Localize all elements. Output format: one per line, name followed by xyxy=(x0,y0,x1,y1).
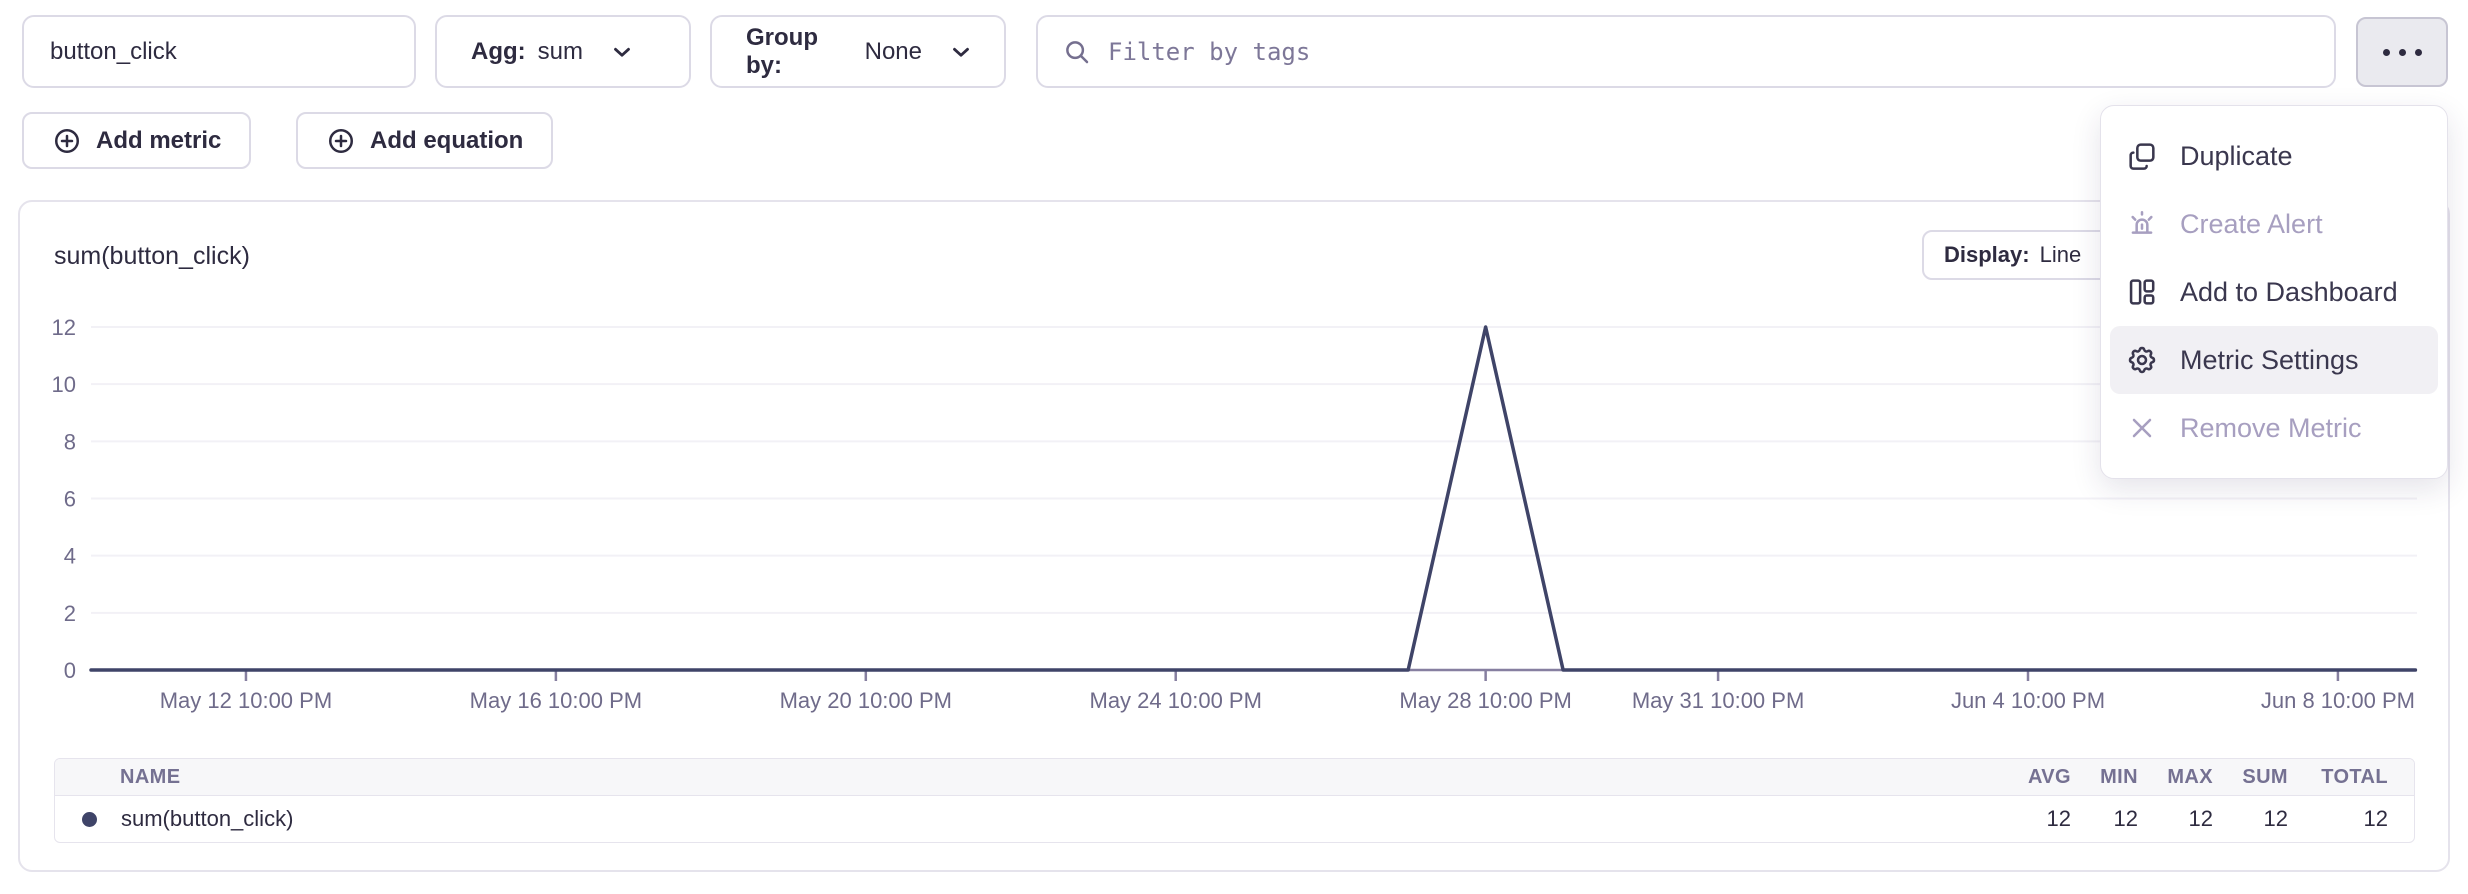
menu-item-metric-settings[interactable]: Metric Settings xyxy=(2110,326,2438,394)
y-tick-label: 12 xyxy=(52,315,76,340)
dashboard-icon xyxy=(2129,279,2155,305)
tag-filter-field xyxy=(1036,15,2336,88)
metric-chart: 0 2 4 6 8 10 12 May 12 10:00 PM May 16 10:00 PM M… xyxy=(52,315,2418,713)
gear-icon xyxy=(2128,346,2156,374)
summary-table-header: NAME AVG MIN MAX SUM TOTAL xyxy=(55,759,2414,796)
menu-item-label: Duplicate xyxy=(2180,140,2293,171)
chevron-down-icon xyxy=(948,39,974,65)
add-metric-button[interactable]: Add metric xyxy=(22,112,252,169)
col-avg: AVG xyxy=(2027,765,2071,788)
sum-value: 12 xyxy=(2263,806,2288,831)
x-tick-label: May 12 10:00 PM xyxy=(160,688,332,713)
menu-item-create-alert: Create Alert xyxy=(2110,190,2438,258)
aggregation-dropdown[interactable]: Agg: sum xyxy=(435,15,691,88)
x-tick-label: May 16 10:00 PM xyxy=(470,688,642,713)
max-value: 12 xyxy=(2188,806,2213,831)
x-icon xyxy=(2132,418,2152,438)
col-min: MIN xyxy=(2100,765,2138,788)
menu-item-add-to-dashboard[interactable]: Add to Dashboard xyxy=(2110,258,2438,326)
aggregation-value: sum xyxy=(537,37,583,65)
add-metric-label: Add metric xyxy=(96,126,222,154)
groupby-dropdown[interactable]: Group by: None xyxy=(710,15,1006,88)
add-equation-label: Add equation xyxy=(370,126,524,154)
menu-item-remove-metric: Remove Metric xyxy=(2110,394,2438,462)
summary-table: NAME AVG MIN MAX SUM TOTAL sum(button_cl… xyxy=(54,758,2415,843)
duplicate-icon xyxy=(2129,143,2155,170)
alert-icon xyxy=(2131,211,2153,234)
chevron-down-icon xyxy=(609,39,635,65)
x-tick-label: May 24 10:00 PM xyxy=(1090,688,1262,713)
y-tick-label: 2 xyxy=(64,601,76,626)
total-value: 12 xyxy=(2363,806,2388,831)
y-tick-label: 0 xyxy=(64,658,76,683)
menu-item-label: Metric Settings xyxy=(2180,344,2359,375)
col-name: NAME xyxy=(120,765,181,788)
display-label: Display: xyxy=(1944,242,2030,267)
series-name-cell: sum(button_click) xyxy=(55,806,2001,832)
y-tick-label: 6 xyxy=(64,487,76,512)
col-max: MAX xyxy=(2167,765,2213,788)
aggregation-label: Agg: xyxy=(471,37,526,65)
min-value: 12 xyxy=(2113,806,2138,831)
col-total: TOTAL xyxy=(2321,765,2388,788)
menu-item-label: Remove Metric xyxy=(2180,412,2362,443)
plus-circle-icon xyxy=(326,126,356,156)
x-tick-label: May 20 10:00 PM xyxy=(780,688,952,713)
display-value: Line xyxy=(2039,242,2082,267)
y-tick-label: 4 xyxy=(64,544,76,569)
y-tick-label: 10 xyxy=(52,372,76,397)
menu-item-duplicate[interactable]: Duplicate xyxy=(2110,122,2438,190)
y-tick-label: 8 xyxy=(64,429,76,454)
metric-name-input[interactable] xyxy=(22,15,416,88)
col-sum: SUM xyxy=(2242,765,2288,788)
search-icon xyxy=(1062,37,1092,67)
x-tick-label: Jun 8 10:00 PM xyxy=(2261,688,2415,713)
x-tick-label: May 28 10:00 PM xyxy=(1399,688,1571,713)
menu-item-label: Create Alert xyxy=(2180,208,2323,239)
avg-value: 12 xyxy=(2046,806,2071,831)
table-row[interactable]: sum(button_click) 12 12 12 12 12 xyxy=(55,796,2414,842)
series-line xyxy=(89,325,2418,672)
add-equation-button[interactable]: Add equation xyxy=(296,112,554,169)
x-tick-label: Jun 4 10:00 PM xyxy=(1951,688,2105,713)
metric-chart-card: sum(button_click) Display: Line 0 2 4 6 8 10 1… xyxy=(18,200,2450,872)
x-tick-label: May 31 10:00 PM xyxy=(1632,688,1804,713)
series-color-dot xyxy=(82,811,97,827)
series-name: sum(button_click) xyxy=(121,806,294,831)
context-menu: Duplicate Create Alert Add to Dashboard Met… xyxy=(2100,105,2448,479)
menu-item-label: Add to Dashboard xyxy=(2180,276,2398,307)
tag-filter-input[interactable] xyxy=(1108,37,2314,66)
ellipsis-icon xyxy=(2382,48,2390,56)
more-options-button[interactable] xyxy=(2356,17,2448,87)
groupby-label: Group by: xyxy=(746,23,818,79)
groupby-value: None xyxy=(864,37,922,65)
plus-circle-icon xyxy=(52,126,82,156)
chart-title: sum(button_click) xyxy=(54,242,250,270)
